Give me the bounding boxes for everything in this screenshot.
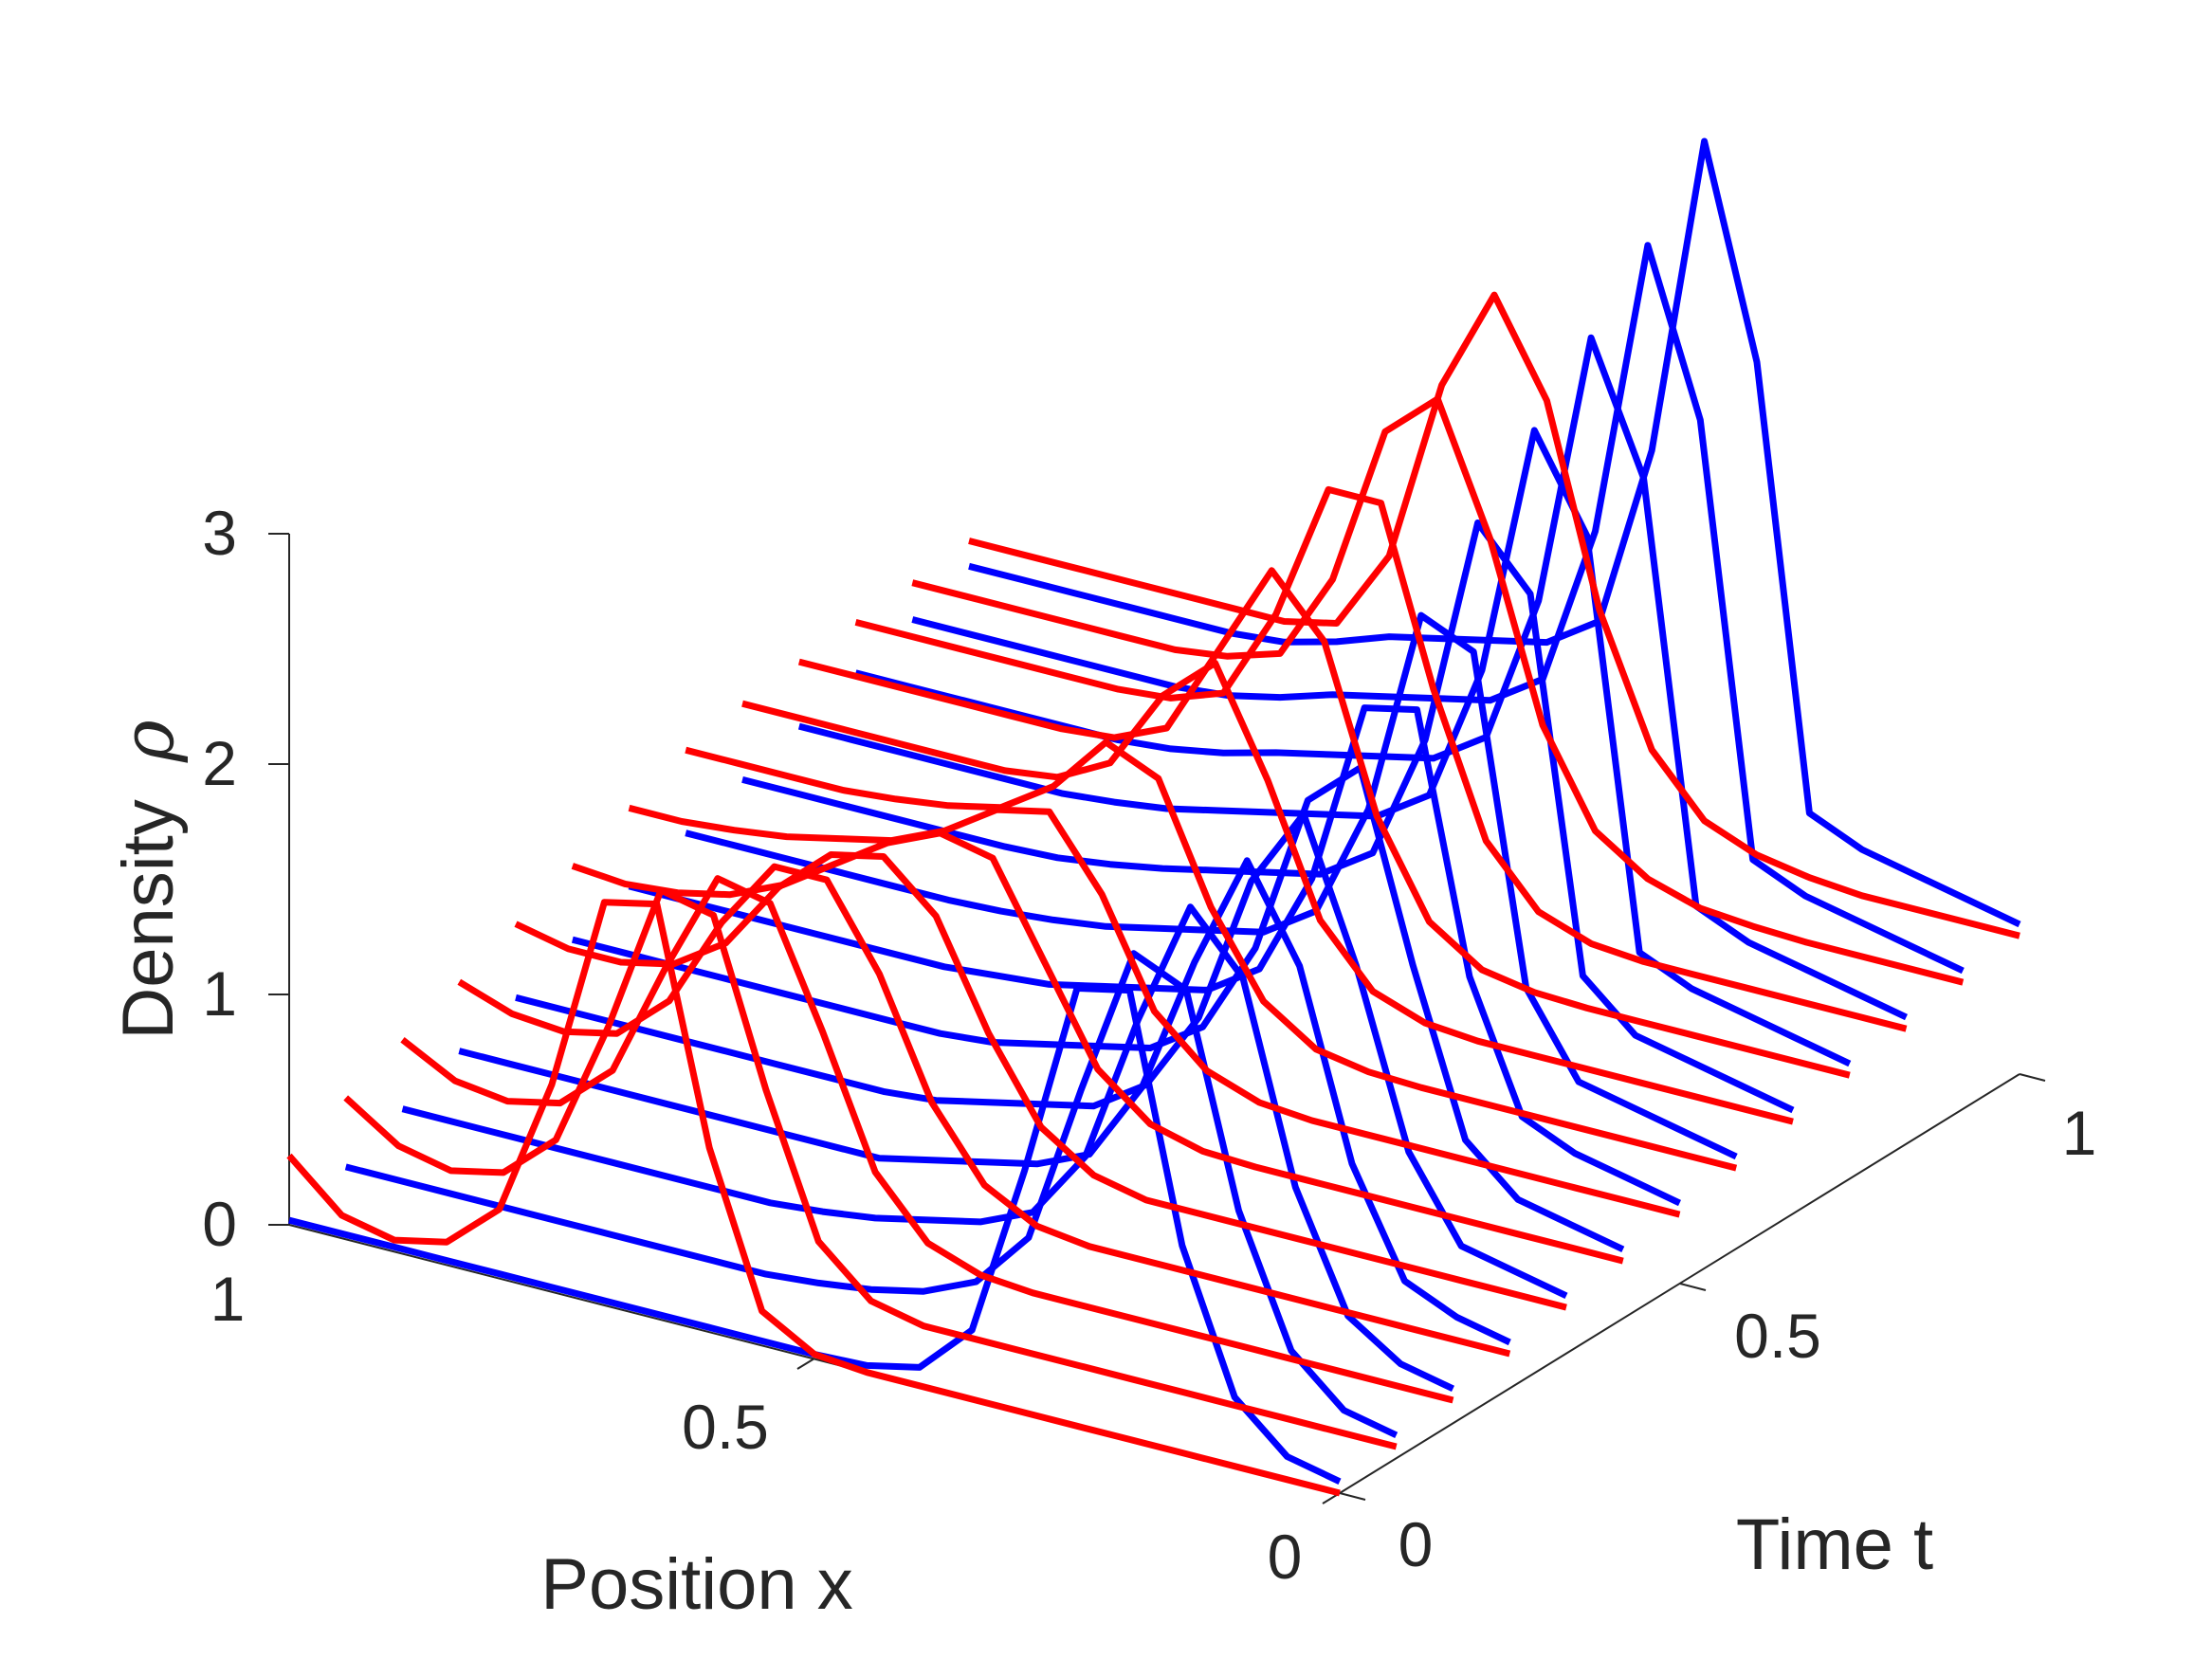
x-tick-label-05: 0.5 (682, 1392, 769, 1462)
t-tick-label-0: 0 (1398, 1509, 1434, 1579)
z-axis-label-symbol: ρ (105, 720, 190, 763)
blue-line-1 (344, 950, 1398, 1439)
red-line-9 (797, 567, 1851, 1079)
t-tick-0 (1339, 1492, 1366, 1501)
red-line-4 (514, 851, 1567, 1311)
red-series-group (286, 291, 2020, 1497)
red-line-7 (685, 738, 1738, 1172)
blue-line-12 (968, 137, 2021, 928)
t-axis-label: Time t (1736, 1504, 1933, 1585)
z-axis-label: Density ρ (105, 720, 190, 1040)
z-axis-label-group: Density ρ (105, 720, 190, 1040)
x-tick-label-1: 1 (210, 1264, 246, 1334)
red-line-8 (741, 659, 1794, 1125)
x-tick-label-0: 0 (1268, 1522, 1303, 1592)
red-line-12 (968, 291, 2020, 939)
red-line-11 (911, 395, 1965, 986)
x-tick-05 (796, 1358, 815, 1370)
blue-line-2 (401, 903, 1455, 1393)
z-tick-label-1: 1 (202, 958, 237, 1029)
blue-line-3 (458, 857, 1511, 1346)
red-line-0 (286, 899, 1341, 1497)
t-tick-label-1: 1 (2062, 1098, 2097, 1168)
x-axis-label: Position x (540, 1544, 853, 1625)
t-tick-05 (1679, 1283, 1707, 1291)
t-tick-1 (2019, 1073, 2046, 1082)
z-tick-label-3: 3 (202, 498, 237, 568)
blue-line-9 (797, 427, 1852, 1067)
z-tick-label-2: 2 (202, 728, 237, 798)
z-tick-label-0: 0 (202, 1189, 237, 1259)
t-axis-line (1339, 1073, 2020, 1494)
red-line-10 (854, 485, 1908, 1032)
series-layer (286, 137, 2021, 1497)
red-line-6 (628, 804, 1681, 1218)
t-tick-label-05: 0.5 (1734, 1301, 1821, 1371)
z-axis-label-text: Density (108, 799, 189, 1039)
